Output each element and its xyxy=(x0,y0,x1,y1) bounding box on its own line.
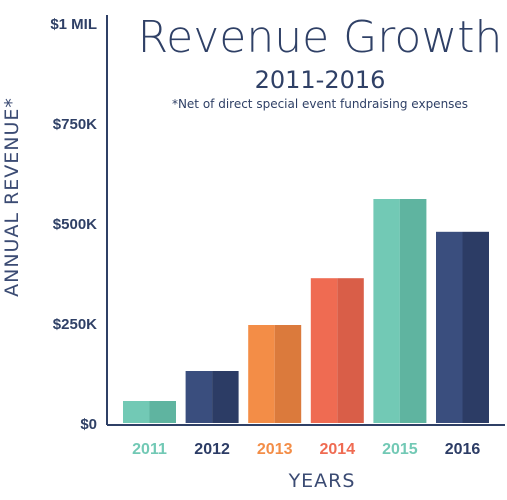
bar-2014-shade xyxy=(337,278,364,423)
y-tick-label: $500K xyxy=(53,216,97,233)
x-tick-label-2014: 2014 xyxy=(320,441,356,458)
x-tick-label-2013: 2013 xyxy=(257,441,293,458)
y-tick-labels: $0 $250K $500K $750K $1 MIL xyxy=(50,16,97,433)
bar-2014 xyxy=(310,278,338,423)
y-tick-label: $250K xyxy=(53,316,97,333)
bar-2016 xyxy=(436,231,463,423)
chart-note: *Net of direct special event fundraising… xyxy=(172,97,468,111)
x-tick-label-2015: 2015 xyxy=(382,441,418,458)
y-axis-label: ANNUAL REVENUE* xyxy=(1,97,23,297)
bars xyxy=(123,199,489,423)
bar-2011-shade xyxy=(149,401,176,423)
bar-2011 xyxy=(123,401,150,423)
bar-2013 xyxy=(248,325,275,423)
bar-2012-shade xyxy=(212,371,239,423)
bar-2016-shade xyxy=(462,231,489,423)
y-tick-label: $750K xyxy=(53,116,97,133)
x-tick-label-2012: 2012 xyxy=(194,441,230,458)
x-tick-label-2016: 2016 xyxy=(445,441,481,458)
bar-2015 xyxy=(373,199,400,423)
x-tick-label-2011: 2011 xyxy=(132,441,167,458)
chart-subtitle: 2011-2016 xyxy=(255,66,386,94)
y-tick-label: $1 MIL xyxy=(50,16,97,33)
bar-2012 xyxy=(185,371,213,423)
chart-title: Revenue Growth xyxy=(138,12,503,63)
bar-2015-shade xyxy=(399,199,427,423)
bar-2013-shade xyxy=(274,325,302,423)
x-axis-label: YEARS xyxy=(288,470,356,492)
x-tick-labels: 2011 2012 2013 2014 2015 2016 xyxy=(132,441,480,458)
y-tick-label: $0 xyxy=(80,416,97,433)
